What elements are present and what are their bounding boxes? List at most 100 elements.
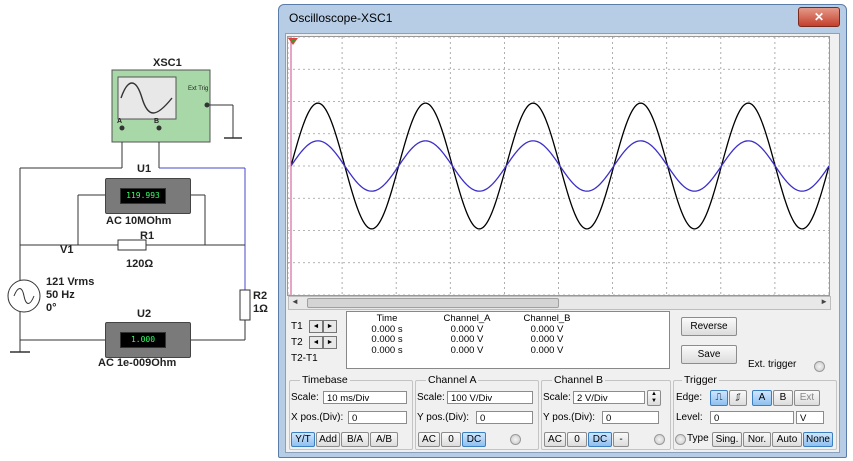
channel-b-trace <box>290 140 830 192</box>
trigger-none-button[interactable]: None <box>803 432 833 447</box>
window-titlebar[interactable]: Oscilloscope-XSC1 ✕ <box>279 5 846 31</box>
channel-b-column: Channel_B 0.000 V 0.000 V 0.000 V <box>512 313 582 356</box>
ammeter-u2[interactable]: 1.000 <box>105 322 191 358</box>
oscilloscope-window: Oscilloscope-XSC1 ✕ ◄ ► T1 ◄ ► T2 ◄ <box>278 4 847 458</box>
falling-edge-icon[interactable]: ⎎ <box>729 390 747 406</box>
timebase-scale-field[interactable]: 10 ms/Div <box>323 391 407 404</box>
channel-a-column: Channel_A 0.000 V 0.000 V 0.000 V <box>432 313 502 356</box>
rising-edge-icon[interactable]: ⎍ <box>710 390 728 406</box>
channel-a-scale-label: Scale: <box>417 392 445 403</box>
t1-label: T1 <box>291 321 303 332</box>
close-button[interactable]: ✕ <box>798 7 840 27</box>
mode-add-button[interactable]: Add <box>316 432 340 447</box>
channel-b-value-t1: 0.000 V <box>530 323 564 335</box>
channel-a-ypos-label: Y pos.(Div): <box>417 412 470 423</box>
time-value-t1: 0.000 s <box>371 323 403 335</box>
channel-a-dc-button[interactable]: DC <box>462 432 486 447</box>
oscilloscope-client-area: ◄ ► T1 ◄ ► T2 ◄ ► T2-T1 Time 0.000 s 0.0… <box>285 33 840 453</box>
voltmeter-u1-display: 119.993 <box>120 188 166 204</box>
time-value-delta: 0.000 s <box>371 344 403 356</box>
source-voltage: 121 Vrms <box>46 276 95 288</box>
trigger-level-unit[interactable]: V <box>796 411 824 424</box>
channel-a-title: Channel A <box>426 374 479 386</box>
channel-a-zero-button[interactable]: 0 <box>441 432 461 447</box>
mode-ba-button[interactable]: B/A <box>341 432 369 447</box>
trigger-level-field[interactable]: 0 <box>710 411 794 424</box>
timebase-group <box>289 380 413 450</box>
cursor-t2-marker-icon[interactable] <box>290 39 296 43</box>
scroll-left-icon[interactable]: ◄ <box>291 297 299 306</box>
t2-right-arrow-icon[interactable]: ► <box>323 336 337 349</box>
mode-ab-button[interactable]: A/B <box>370 432 398 447</box>
t2-left-arrow-icon[interactable]: ◄ <box>309 336 323 349</box>
channel-b-invert-button[interactable]: - <box>613 432 629 447</box>
ext-trigger-terminal[interactable] <box>814 361 825 372</box>
u2-label: U2 <box>137 308 152 320</box>
channel-b-zero-button[interactable]: 0 <box>567 432 587 447</box>
window-title: Oscilloscope-XSC1 <box>289 11 393 25</box>
reverse-button[interactable]: Reverse <box>681 317 737 336</box>
waveform-display <box>287 36 830 296</box>
channel-a-ac-button[interactable]: AC <box>418 432 440 447</box>
channel-b-terminal[interactable] <box>654 434 665 445</box>
channel-a-header: Channel_A <box>443 313 491 324</box>
r1-label: R1 <box>140 230 155 242</box>
trigger-edge-label: Edge: <box>676 392 703 403</box>
trigger-normal-button[interactable]: Nor. <box>743 432 771 447</box>
timebase-xpos-field[interactable]: 0 <box>348 411 407 424</box>
oscilloscope-screen <box>287 36 830 296</box>
timebase-title: Timebase <box>300 374 350 386</box>
ext-trigger-label: Ext. trigger <box>748 359 797 370</box>
r2-value: 1Ω <box>253 303 268 315</box>
trigger-group <box>673 380 837 450</box>
channel-b-scale-label: Scale: <box>543 392 571 403</box>
trigger-source-b-button[interactable]: B <box>773 390 793 406</box>
channel-a-ypos-field[interactable]: 0 <box>476 411 533 424</box>
scope-channel-b-label: B <box>154 118 160 125</box>
trigger-single-button[interactable]: Sing. <box>712 432 742 447</box>
timebase-xpos-label: X pos.(Div): <box>291 412 344 423</box>
cursor-readout-panel: T1 ◄ ► T2 ◄ ► T2-T1 Time 0.000 s 0.000 s… <box>289 311 670 371</box>
save-button[interactable]: Save <box>681 345 737 364</box>
channel-b-ac-button[interactable]: AC <box>544 432 566 447</box>
channel-a-value-delta: 0.000 V <box>450 344 484 356</box>
trigger-terminal[interactable] <box>675 434 686 445</box>
scroll-right-icon[interactable]: ► <box>820 297 828 306</box>
ammeter-u2-display: 1.000 <box>120 332 166 348</box>
voltmeter-u1[interactable]: 119.993 <box>105 178 191 214</box>
timebase-scale-label: Scale: <box>291 392 319 403</box>
t2-label: T2 <box>291 337 303 348</box>
trigger-source-ext-button[interactable]: Ext <box>794 390 820 406</box>
scrollbar-thumb[interactable] <box>307 298 559 308</box>
channel-b-value-delta: 0.000 V <box>530 344 564 356</box>
time-scrollbar[interactable]: ◄ ► <box>288 296 831 310</box>
channel-b-dc-button[interactable]: DC <box>588 432 612 447</box>
mode-yt-button[interactable]: Y/T <box>291 432 315 447</box>
channel-b-scale-spinner-icon[interactable]: ▲ ▼ <box>647 390 661 406</box>
circuit-schematic: XSC1 Ext Trig A B U1 119.993 AC 10MOhm R… <box>0 0 280 461</box>
channel-b-ypos-field[interactable]: 0 <box>602 411 659 424</box>
u2-description: AC 1e-009Ohm <box>98 357 177 369</box>
channel-b-header: Channel_B <box>523 313 571 324</box>
trigger-type-label: Type <box>687 433 709 444</box>
r2-label: R2 <box>253 290 268 302</box>
channel-b-ypos-label: Y pos.(Div): <box>543 412 596 423</box>
schematic-wires <box>7 69 251 353</box>
channel-b-scale-field[interactable]: 2 V/Div <box>573 391 645 404</box>
t1-right-arrow-icon[interactable]: ► <box>323 320 337 333</box>
channel-a-value-t1: 0.000 V <box>450 323 484 335</box>
r1-value: 120Ω <box>126 258 154 270</box>
trigger-auto-button[interactable]: Auto <box>772 432 802 447</box>
channel-b-title: Channel B <box>552 374 606 386</box>
trigger-source-a-button[interactable]: A <box>752 390 772 406</box>
v1-label: V1 <box>60 244 74 256</box>
time-header: Time <box>376 313 398 324</box>
scope-label: XSC1 <box>153 57 182 69</box>
source-frequency: 50 Hz <box>46 289 75 301</box>
channel-a-terminal[interactable] <box>510 434 521 445</box>
scope-channel-a-label: A <box>117 118 123 125</box>
channel-a-scale-field[interactable]: 100 V/Div <box>447 391 533 404</box>
time-value-t2: 0.000 s <box>371 334 403 345</box>
t1-left-arrow-icon[interactable]: ◄ <box>309 320 323 333</box>
scope-ext-trig-label: Ext Trig <box>188 86 209 92</box>
